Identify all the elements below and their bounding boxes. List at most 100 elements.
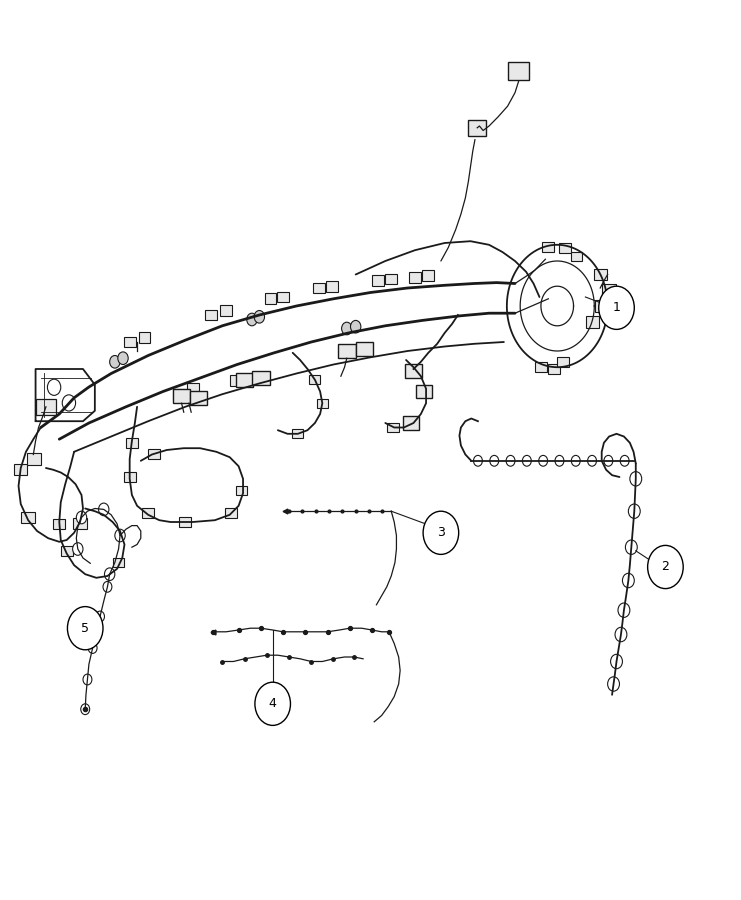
Bar [113,557,124,568]
Bar [179,517,191,527]
Circle shape [115,529,125,542]
Bar [586,316,599,328]
Circle shape [571,455,580,466]
Bar [602,284,616,295]
Circle shape [247,313,257,326]
Circle shape [555,455,564,466]
Bar [73,518,87,529]
Bar [571,251,582,261]
Circle shape [620,455,629,466]
Bar [557,357,569,367]
Bar [225,508,237,518]
Circle shape [350,320,361,333]
Circle shape [604,455,613,466]
Circle shape [611,654,622,669]
Bar [385,274,397,284]
Bar [338,344,356,358]
Bar [422,270,434,281]
Bar [148,449,160,459]
Circle shape [96,611,104,622]
Bar [409,272,421,283]
Bar [356,342,373,356]
Circle shape [255,682,290,725]
Bar [21,512,35,523]
Bar [310,375,320,384]
Bar [61,545,73,555]
Bar [124,337,136,347]
Circle shape [99,503,109,516]
Bar [277,292,289,302]
Circle shape [110,356,120,368]
Circle shape [490,455,499,466]
Bar [252,371,270,385]
Circle shape [599,286,634,329]
Bar [27,454,41,464]
Bar [468,120,487,136]
Bar [230,375,242,386]
Bar [316,399,328,408]
Text: 5: 5 [82,622,89,634]
Circle shape [648,545,683,589]
Text: 3: 3 [437,526,445,539]
Circle shape [628,504,640,518]
Circle shape [473,455,482,466]
Circle shape [47,379,61,395]
Circle shape [539,455,548,466]
Bar [559,244,571,254]
Bar [548,364,560,374]
Text: 4: 4 [269,698,276,710]
Bar [124,472,136,482]
Circle shape [608,677,619,691]
Bar [542,241,554,251]
Circle shape [522,455,531,466]
Circle shape [622,573,634,588]
Bar [236,485,247,495]
Bar [220,305,232,316]
Circle shape [118,352,128,365]
Bar [53,518,65,529]
Bar [535,362,547,373]
Circle shape [254,310,265,323]
Circle shape [103,581,112,592]
Circle shape [588,455,597,466]
Bar [190,391,207,405]
Bar [173,389,190,403]
Bar [416,385,432,398]
Text: 1: 1 [613,302,620,314]
Bar [326,281,338,292]
Circle shape [88,643,97,653]
Circle shape [67,607,103,650]
Circle shape [104,568,115,580]
Bar [265,293,276,304]
Bar [236,373,253,387]
Circle shape [423,511,459,554]
Circle shape [630,472,642,486]
Bar [403,416,419,429]
Circle shape [625,540,637,554]
Bar [36,399,56,415]
Circle shape [81,704,90,715]
Bar [292,429,304,438]
Bar [126,437,138,447]
Bar [387,422,399,432]
Circle shape [73,543,83,555]
Bar [405,364,422,378]
Bar [14,464,27,475]
Bar [372,275,384,286]
Bar [313,283,325,293]
Bar [205,310,217,320]
Circle shape [342,322,352,335]
Bar [595,300,608,311]
Text: 2: 2 [662,561,669,573]
Bar [173,389,185,400]
Bar [508,62,529,80]
Bar [594,268,607,281]
Bar [142,508,154,518]
Circle shape [83,674,92,685]
Circle shape [506,455,515,466]
Bar [139,332,150,343]
Circle shape [615,627,627,642]
Circle shape [62,395,76,411]
Circle shape [76,511,87,524]
Circle shape [618,603,630,617]
